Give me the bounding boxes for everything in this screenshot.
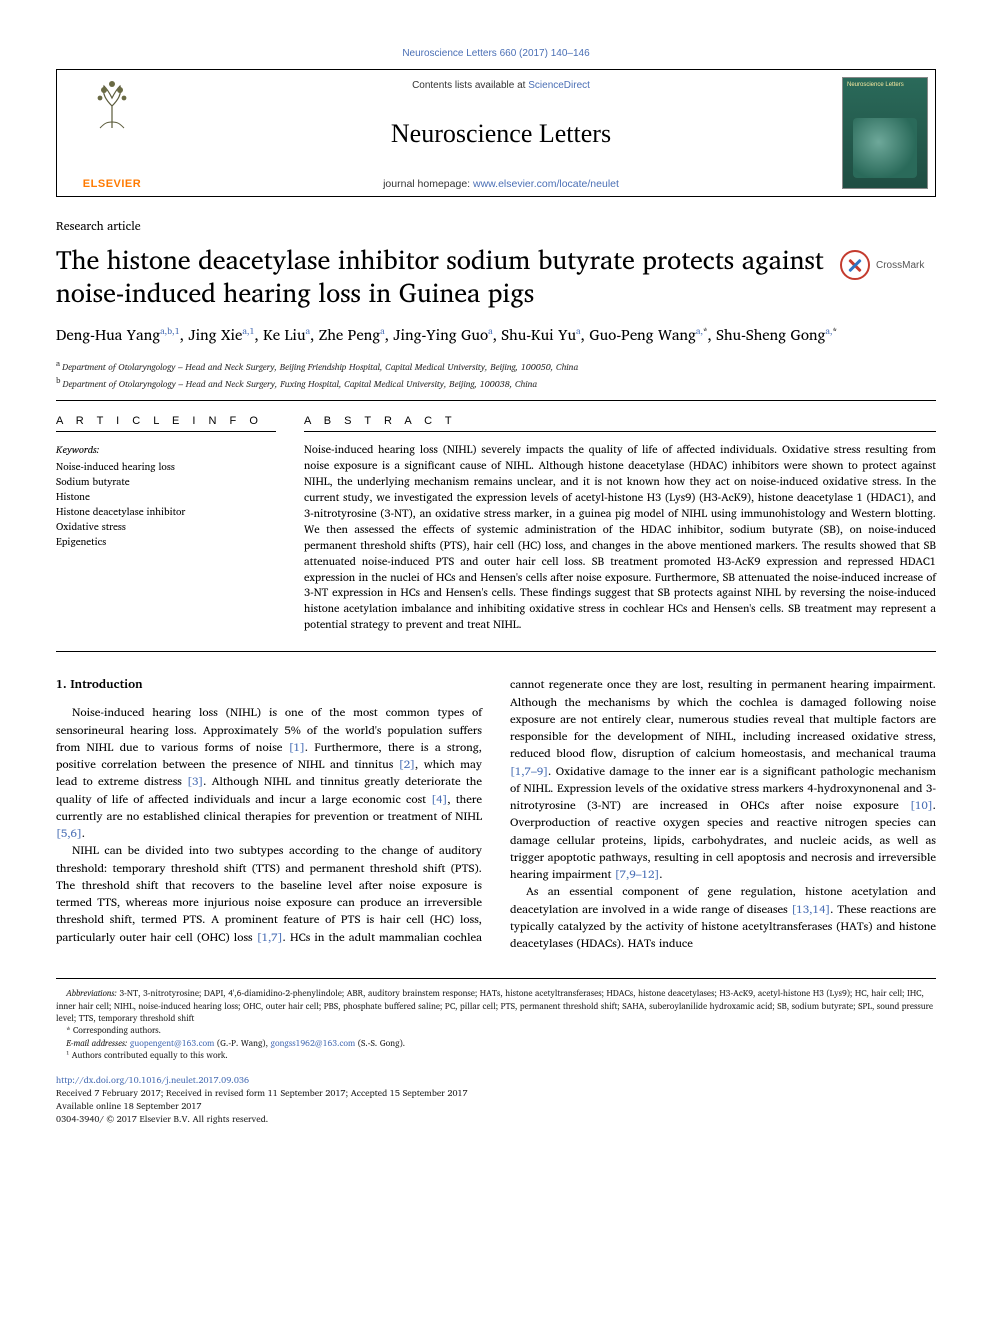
contents-available-line: Contents lists available at ScienceDirec…	[175, 80, 827, 91]
keywords-label: Keywords:	[56, 442, 276, 458]
body-paragraph: Noise-induced hearing loss (NIHL) is one…	[56, 704, 482, 842]
homepage-prefix: journal homepage:	[383, 178, 473, 190]
body-two-column: 1. Introduction Noise-induced hearing lo…	[56, 676, 936, 952]
elsevier-tree-icon	[82, 76, 142, 136]
article-title: The histone deacetylase inhibitor sodium…	[56, 244, 824, 309]
crossmark-label: CrossMark	[876, 260, 924, 271]
body-paragraph: As an essential component of gene regula…	[510, 883, 936, 952]
email-link-2[interactable]: gongss1962@163.com	[270, 1036, 355, 1050]
rule-divider	[56, 400, 936, 401]
sciencedirect-link[interactable]: ScienceDirect	[528, 80, 590, 91]
affiliations: aDepartment of Otolaryngology – Head and…	[56, 357, 936, 390]
copyright-line: 0304-3940/ © 2017 Elsevier B.V. All righ…	[56, 1112, 936, 1125]
abstract-heading: A B S T R A C T	[304, 415, 936, 427]
author-list: Deng-Hua Yanga,b,1, Jing Xiea,1, Ke Liua…	[56, 323, 936, 347]
equal-contribution-footnote: ¹ Authors contributed equally to this wo…	[56, 1049, 936, 1061]
footnotes-block: Abbreviations: 3-NT, 3-nitrotyrosine; DA…	[56, 978, 936, 1061]
abbrev-text: 3-NT, 3-nitrotyrosine; DAPI, 4',6-diamid…	[56, 986, 933, 1025]
crossmark-badge[interactable]: CrossMark	[840, 250, 936, 280]
abbreviations-footnote: Abbreviations: 3-NT, 3-nitrotyrosine; DA…	[56, 987, 936, 1024]
rule-divider	[56, 651, 936, 652]
journal-reference: Neuroscience Letters 660 (2017) 140–146	[56, 48, 936, 59]
cover-thumb-cell	[835, 70, 935, 196]
masthead: ELSEVIER Contents lists available at Sci…	[56, 69, 936, 197]
journal-name: Neuroscience Letters	[175, 119, 827, 149]
crossmark-icon	[840, 250, 870, 280]
article-tail: http://dx.doi.org/10.1016/j.neulet.2017.…	[56, 1073, 936, 1125]
article-info-column: A R T I C L E I N F O Keywords: Noise-in…	[56, 415, 276, 633]
section-heading: 1. Introduction	[56, 676, 482, 694]
publisher-cell: ELSEVIER	[57, 70, 167, 196]
publisher-wordmark: ELSEVIER	[83, 178, 141, 190]
journal-homepage-line: journal homepage: www.elsevier.com/locat…	[175, 178, 827, 190]
email-footnote: E-mail addresses: guopengent@163.com (G.…	[56, 1037, 936, 1049]
abstract-text: Noise-induced hearing loss (NIHL) severe…	[304, 442, 936, 633]
abstract-column: A B S T R A C T Noise-induced hearing lo…	[304, 415, 936, 633]
article-info-heading: A R T I C L E I N F O	[56, 415, 276, 427]
contents-prefix: Contents lists available at	[412, 80, 528, 91]
journal-cover-thumbnail	[842, 77, 928, 189]
keywords-list: Noise-induced hearing lossSodium butyrat…	[56, 460, 276, 550]
article-type: Research article	[56, 217, 936, 236]
email-who-2: (S.-S. Gong).	[355, 1036, 405, 1050]
journal-homepage-link[interactable]: www.elsevier.com/locate/neulet	[473, 178, 619, 190]
